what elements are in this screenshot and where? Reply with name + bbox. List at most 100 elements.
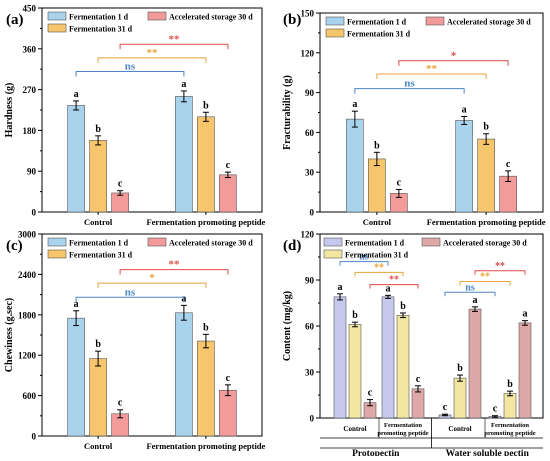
- group-label: Water soluble pectin: [446, 449, 530, 456]
- significance-bracket: [75, 70, 185, 77]
- x-tick-label: Fermentation promoting peptide: [427, 217, 546, 227]
- significance-bracket: [474, 270, 526, 275]
- significance-letter: b: [483, 122, 489, 133]
- bar: [455, 120, 473, 213]
- significance-bracket: [459, 281, 511, 286]
- bar: [333, 296, 347, 419]
- significance-letter: a: [181, 79, 186, 90]
- legend-label: Fermentation 31 d: [69, 25, 133, 34]
- significance-bracket: [119, 269, 229, 275]
- significance-mark: ns: [404, 78, 415, 90]
- x-tick-label: Control: [363, 217, 392, 227]
- significance-mark: ns: [465, 282, 475, 293]
- panel-c-label: (c): [6, 238, 23, 254]
- bar: [111, 192, 129, 213]
- significance-letter: a: [462, 104, 467, 115]
- y-tick-label: 3000: [18, 230, 37, 240]
- bar: [346, 118, 364, 213]
- legend-swatch: [425, 16, 445, 26]
- panel-b-label: (b): [283, 12, 301, 28]
- y-tick-label: 0: [310, 414, 315, 424]
- y-tick-label: 2400: [18, 270, 37, 280]
- panel-a-label: (a): [6, 12, 24, 28]
- significance-letter: c: [493, 404, 498, 415]
- bar: [89, 358, 107, 437]
- significance-letter: b: [95, 124, 101, 135]
- legend-label: Fermentation 1 d: [69, 239, 129, 248]
- significance-letter: b: [203, 322, 209, 333]
- significance-bracket: [376, 73, 487, 80]
- significance-letter: c: [506, 159, 511, 170]
- bar: [411, 388, 425, 419]
- bar: [67, 105, 85, 213]
- bar: [219, 174, 237, 213]
- legend-label: Fermentation 31 d: [345, 251, 409, 260]
- significance-mark: ns: [125, 286, 136, 298]
- y-tick-label: 180: [23, 126, 37, 136]
- legend-swatch: [323, 249, 343, 259]
- significance-mark: ns: [359, 252, 369, 263]
- panel-d-label: (d): [283, 238, 301, 254]
- y-axis-label: Chewiness (g.sec): [4, 298, 15, 372]
- y-tick-label: 360: [23, 44, 37, 54]
- y-axis-label: Content (mg/kg): [282, 291, 293, 361]
- bar: [453, 377, 467, 419]
- legend-swatch: [147, 237, 167, 247]
- significance-bracket: [398, 60, 509, 66]
- bar: [348, 324, 362, 419]
- significance-letter: b: [95, 339, 101, 350]
- significance-mark: **: [480, 272, 490, 283]
- y-tick-label: 120: [301, 230, 315, 240]
- bar: [67, 317, 85, 437]
- legend-label: Fermentation 1 d: [345, 239, 405, 248]
- y-tick-label: 90: [27, 167, 37, 177]
- legend-label: Fermentation 1 d: [347, 18, 407, 27]
- significance-letter: c: [397, 177, 402, 188]
- significance-letter: a: [523, 309, 528, 320]
- bar: [468, 308, 482, 419]
- y-tick-label: 1800: [18, 310, 37, 320]
- significance-mark: **: [426, 63, 438, 75]
- y-tick-label: 0: [32, 432, 37, 442]
- significance-bracket: [339, 261, 389, 266]
- x-tick-label: promoting peptide: [377, 430, 428, 437]
- x-tick-label: Control: [84, 441, 113, 451]
- significance-mark: **: [374, 262, 384, 273]
- significance-letter: b: [352, 310, 358, 321]
- legend-swatch: [147, 11, 167, 21]
- x-tick-label: Fermentation: [384, 422, 422, 429]
- significance-mark: *: [149, 272, 155, 284]
- significance-mark: **: [169, 33, 181, 45]
- y-tick-label: 90: [305, 276, 315, 286]
- legend-swatch: [323, 237, 343, 247]
- significance-bracket: [354, 271, 404, 277]
- significance-letter: c: [443, 402, 448, 413]
- significance-bracket: [97, 57, 207, 63]
- legend-label: Fermentation 31 d: [69, 251, 133, 260]
- y-tick-label: 450: [23, 4, 37, 14]
- significance-mark: ns: [125, 60, 136, 72]
- significance-letter: c: [368, 388, 373, 399]
- y-tick-label: 600: [23, 391, 37, 401]
- legend-label: Accelerated storage 30 d: [169, 13, 253, 22]
- bar: [175, 312, 193, 437]
- significance-bracket: [97, 282, 207, 289]
- significance-mark: **: [147, 47, 159, 59]
- bar: [219, 389, 237, 437]
- x-tick-label: Control: [343, 425, 366, 433]
- bar: [503, 393, 517, 419]
- bar: [518, 322, 532, 419]
- y-tick-label: 60: [305, 128, 315, 138]
- bar: [175, 96, 193, 213]
- bar: [396, 314, 410, 419]
- y-tick-label: 90: [305, 88, 315, 98]
- y-tick-label: 0: [32, 208, 37, 218]
- bar: [89, 140, 107, 213]
- bar: [477, 138, 495, 213]
- significance-bracket: [119, 43, 229, 50]
- significance-letter: c: [416, 374, 421, 385]
- legend-swatch: [421, 237, 441, 247]
- y-tick-label: 30: [305, 368, 315, 378]
- significance-letter: a: [386, 283, 391, 294]
